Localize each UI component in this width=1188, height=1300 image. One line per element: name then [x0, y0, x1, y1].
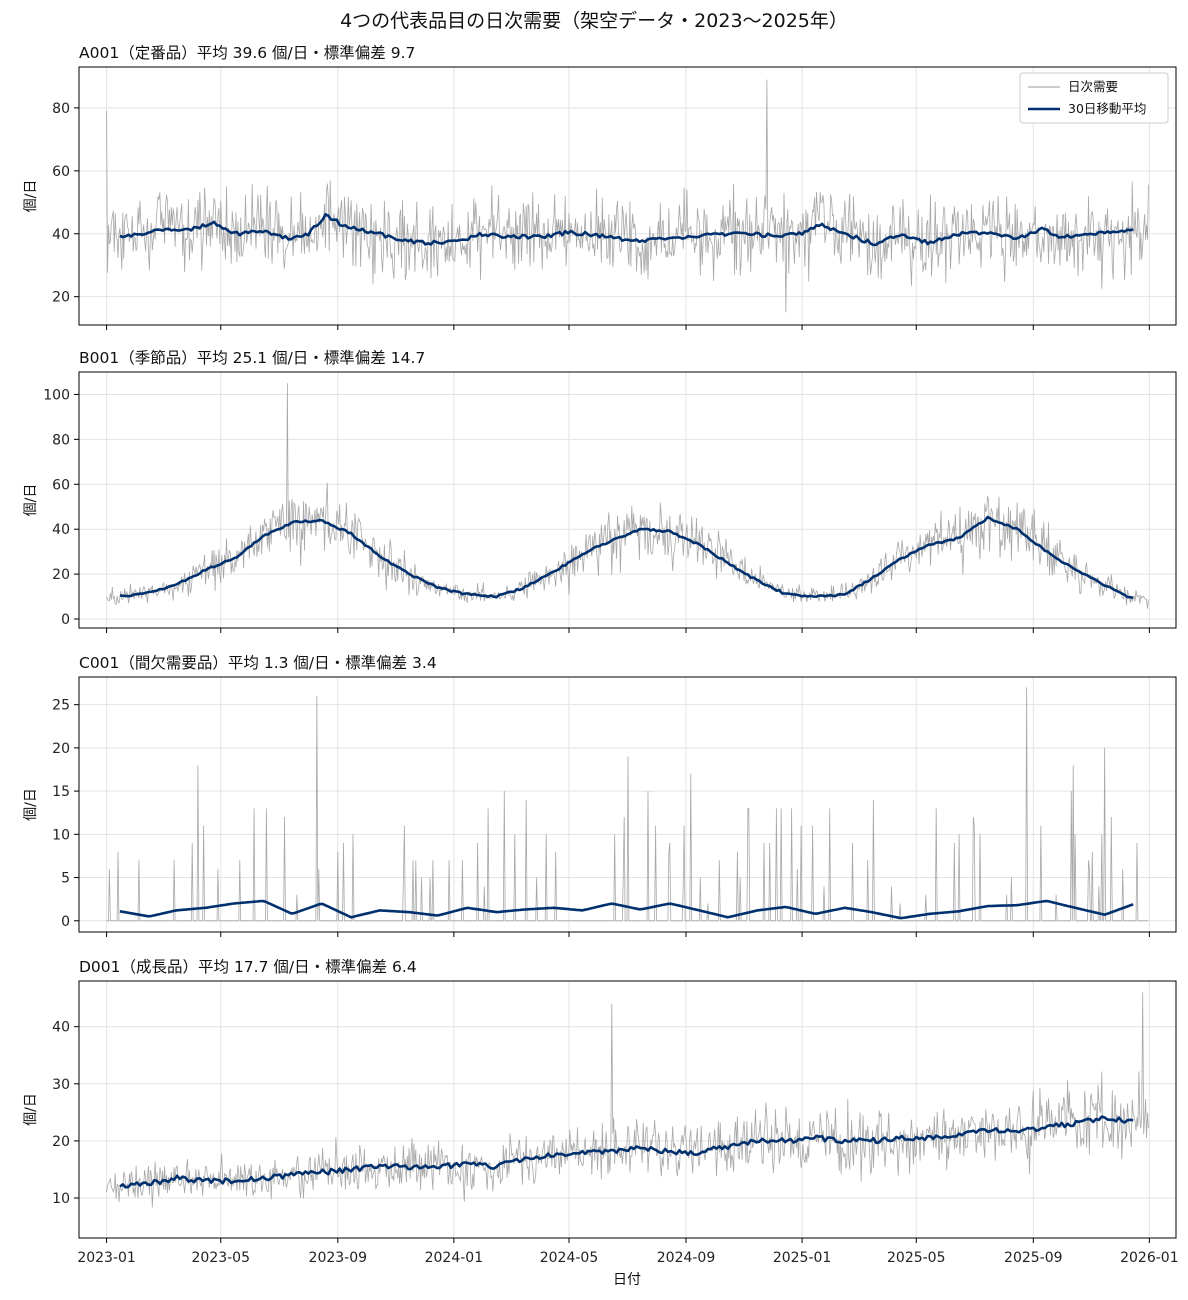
figure-title: 4つの代表品目の日次需要（架空データ・2023〜2025年） [340, 10, 848, 32]
x-tick-label: 2025-09 [1004, 1250, 1063, 1266]
moving-average-line [119, 515, 1134, 600]
panel-frame [78, 980, 1177, 1239]
x-tick-label: 2023-01 [77, 1250, 136, 1266]
x-tick-label: 2025-05 [887, 1250, 946, 1266]
legend-daily-label: 日次需要 [1068, 79, 1118, 94]
y-axis-label: 個/日 [23, 1093, 39, 1126]
y-tick-label: 5 [61, 871, 70, 887]
y-tick-label: 10 [52, 1191, 70, 1207]
x-tick-label: 2024-09 [657, 1250, 716, 1266]
y-tick-label: 25 [52, 698, 70, 714]
x-tick-label: 2026-01 [1120, 1250, 1179, 1266]
daily-demand-line [106, 79, 1149, 313]
y-tick-label: 60 [52, 477, 70, 493]
y-axis-label: 個/日 [23, 180, 39, 213]
moving-average-line [119, 1115, 1134, 1189]
y-tick-label: 60 [52, 164, 70, 180]
y-tick-label: 15 [52, 784, 70, 800]
y-tick-label: 20 [52, 567, 70, 583]
x-tick-label: 2024-01 [425, 1250, 484, 1266]
panel-0: 20 40 60 80 A001（定番品）平均 39.6 個/日・標準偏差 9.7 個/日… [23, 44, 1177, 330]
y-tick-label: 30 [52, 1077, 70, 1093]
panel-2: 0 5 10 15 20 25 C001（間欠需要品）平均 1.3 個/日・標準偏差 3.4… [23, 654, 1177, 937]
panel-frame [78, 676, 1177, 933]
y-tick-label: 20 [52, 1134, 70, 1150]
y-axis-label: 個/日 [23, 484, 39, 517]
x-tick-label: 2023-09 [309, 1250, 368, 1266]
legend: 日次需要 30日移動平均 [1019, 72, 1169, 124]
y-tick-label: 0 [61, 914, 70, 930]
legend-box [1019, 72, 1169, 124]
y-axis-label: 個/日 [23, 788, 39, 821]
panel-title: B001（季節品）平均 25.1 個/日・標準偏差 14.7 [79, 349, 425, 367]
panel-1: 0 20 40 60 80 100 B001（季節品）平均 25.1 個/日・標準偏差 14… [23, 349, 1177, 633]
panel-frame [78, 66, 1177, 326]
y-tick-label: 10 [52, 827, 70, 843]
y-tick-label: 80 [52, 432, 70, 448]
daily-demand-line [106, 687, 1149, 922]
y-tick-label: 100 [43, 387, 70, 403]
y-tick-label: 0 [61, 612, 70, 628]
y-tick-label: 40 [52, 1020, 70, 1036]
panels: 20 40 60 80 A001（定番品）平均 39.6 個/日・標準偏差 9.7 個/日… [23, 44, 1179, 1266]
x-tick-label: 2025-01 [773, 1250, 832, 1266]
y-tick-label: 20 [52, 290, 70, 306]
legend-ma-label: 30日移動平均 [1068, 101, 1146, 116]
moving-average-line [119, 213, 1134, 247]
y-tick-label: 20 [52, 741, 70, 757]
panel-title: A001（定番品）平均 39.6 個/日・標準偏差 9.7 [79, 44, 415, 62]
y-tick-label: 40 [52, 227, 70, 243]
panel-title: D001（成長品）平均 17.7 個/日・標準偏差 6.4 [79, 958, 417, 976]
daily-demand-line [106, 992, 1149, 1208]
y-tick-label: 80 [52, 101, 70, 117]
x-tick-label: 2024-05 [540, 1250, 599, 1266]
x-tick-label: 2023-05 [192, 1250, 251, 1266]
panel-3: 10 20 30 40 2023-01 2023-05 2023-09 2024-01 2024… [23, 958, 1179, 1266]
panel-title: C001（間欠需要品）平均 1.3 個/日・標準偏差 3.4 [79, 654, 437, 672]
moving-average-line [119, 899, 1134, 920]
y-tick-label: 40 [52, 522, 70, 538]
x-axis-label: 日付 [613, 1272, 641, 1288]
daily-demand-line [106, 383, 1149, 609]
panel-frame [78, 371, 1177, 629]
